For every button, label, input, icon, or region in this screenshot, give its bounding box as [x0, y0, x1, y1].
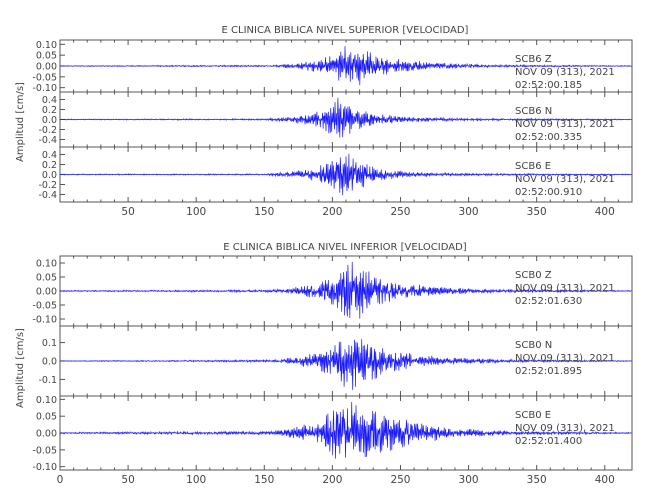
y-tick-label: 0.10: [36, 40, 57, 51]
x-tick-label: 200: [322, 474, 342, 486]
station-time: 02:52:01.400: [515, 436, 582, 447]
y-tick-label: -0.10: [32, 315, 57, 326]
station-label: SCB6 N: [515, 106, 552, 117]
y-tick-label: -0.4: [38, 135, 57, 146]
station-time: 02:52:00.185: [515, 80, 582, 91]
x-tick-label: 0: [57, 474, 64, 486]
station-label: SCB6 E: [515, 161, 551, 172]
y-tick-label: -0.05: [32, 72, 57, 83]
y-tick-label: 0.2: [42, 160, 57, 171]
x-tick-label: 150: [254, 474, 274, 486]
y-tick-label: 0.05: [36, 273, 57, 284]
trace-panel-scb6-z: 0.100.050.00-0.05-0.10 SCB6 Z NOV 09 (313)…: [32, 39, 633, 94]
seismogram-trace: [60, 46, 632, 86]
station-date: NOV 09 (313), 2021: [515, 119, 615, 130]
y-tick-label: 0.1: [42, 338, 57, 349]
x-tick-label: 400: [595, 206, 615, 218]
y-tick-label: 0.10: [36, 259, 57, 270]
y-tick-label: 0.0: [42, 170, 57, 181]
panel-upper-title: E CLINICA BIBLICA NIVEL SUPERIOR [VELOCI…: [222, 25, 469, 36]
y-tick-label: -0.4: [38, 190, 57, 201]
y-tick-label: 0.00: [36, 62, 57, 73]
trace-panel-scb6-e: 0.40.20.0-0.2-0.4 SCB6 E NOV 09 (313), 202…: [38, 146, 633, 203]
station-label: SCB6 Z: [515, 54, 552, 65]
seismogram-trace: [59, 153, 632, 196]
trace-panel-scb0-n: 0.1 0.0 -0.1 SCB0 N NOV 09 (313), 2021 02:52:…: [38, 325, 633, 397]
x-tick-label: 250: [390, 206, 410, 218]
x-tick-label: 100: [186, 206, 206, 218]
panel-lower-ylabel: Amplitud [cm/s]: [15, 328, 26, 408]
y-tick-label: -0.10: [32, 83, 57, 94]
seismogram-trace: [59, 97, 632, 138]
x-tick-label: 350: [527, 474, 547, 486]
station-date: NOV 09 (313), 2021: [515, 67, 615, 78]
x-tick-label: 350: [527, 206, 547, 218]
station-label: SCB0 Z: [515, 270, 552, 281]
panel-lower: E CLINICA BIBLICA NIVEL INFERIOR [VELOCI…: [15, 242, 633, 486]
seismogram-trace: [59, 339, 632, 390]
trace-panel-scb6-n: 0.40.20.0-0.2-0.4 SCB6 N NOV 09 (313), 202…: [38, 91, 633, 148]
x-tick-label: 400: [595, 474, 615, 486]
y-tick-label: 0.4: [42, 95, 57, 106]
y-tick-label: -0.2: [38, 180, 57, 191]
x-tick-label: 250: [390, 474, 410, 486]
station-date: NOV 09 (313), 2021: [515, 283, 615, 294]
x-tick-label: 100: [186, 474, 206, 486]
station-time: 02:52:01.630: [515, 296, 582, 307]
y-tick-label: 0.00: [36, 429, 57, 440]
seismogram-trace: [59, 401, 632, 459]
station-date: NOV 09 (313), 2021: [515, 423, 615, 434]
trace-panel-scb0-e: 0.10 0.05 0.00 -0.05 -0.10 SCB0 E NOV 09 (313)…: [32, 395, 633, 473]
station-time: 02:52:00.910: [515, 187, 582, 198]
y-tick-label: -0.05: [32, 445, 57, 456]
station-date: NOV 09 (313), 2021: [515, 353, 615, 364]
y-tick-label: 0.05: [36, 51, 57, 62]
y-tick-label: 0.05: [36, 412, 57, 423]
x-tick-label: 50: [121, 206, 134, 218]
y-tick-label: 0.0: [42, 357, 57, 368]
station-time: 02:52:00.335: [515, 132, 582, 143]
y-tick-label: -0.05: [32, 301, 57, 312]
seismogram-trace: [59, 261, 632, 319]
x-tick-label: 50: [121, 474, 134, 486]
x-tick-label: 200: [322, 206, 342, 218]
x-tick-label: 300: [459, 474, 479, 486]
y-tick-label: -0.2: [38, 125, 57, 136]
panel-lower-title: E CLINICA BIBLICA NIVEL INFERIOR [VELOCI…: [223, 242, 467, 253]
panel-upper-ylabel: Amplitud [cm/s]: [15, 82, 26, 162]
y-tick-label: 0.4: [42, 150, 57, 161]
station-label: SCB0 E: [515, 410, 551, 421]
y-tick-label: 0.0: [42, 115, 57, 126]
x-tick-label: 300: [459, 206, 479, 218]
station-label: SCB0 N: [515, 340, 552, 351]
station-time: 02:52:01.895: [515, 366, 582, 377]
y-tick-label: 0.00: [36, 287, 57, 298]
panel-upper-plot: 0.100.050.00-0.05-0.10 SCB6 Z NOV 09 (313)…: [32, 39, 633, 218]
y-tick-label: 0.2: [42, 105, 57, 116]
y-tick-label: -0.1: [38, 375, 57, 386]
station-date: NOV 09 (313), 2021: [515, 174, 615, 185]
y-tick-label: 0.10: [36, 395, 57, 406]
y-tick-label: -0.10: [32, 462, 57, 473]
trace-panel-scb0-z: 0.10 0.05 0.00 -0.05 -0.10 SCB0 Z NOV 09 (313)…: [32, 255, 633, 327]
panel-upper: E CLINICA BIBLICA NIVEL SUPERIOR [VELOCI…: [15, 25, 633, 218]
x-tick-label: 150: [254, 206, 274, 218]
